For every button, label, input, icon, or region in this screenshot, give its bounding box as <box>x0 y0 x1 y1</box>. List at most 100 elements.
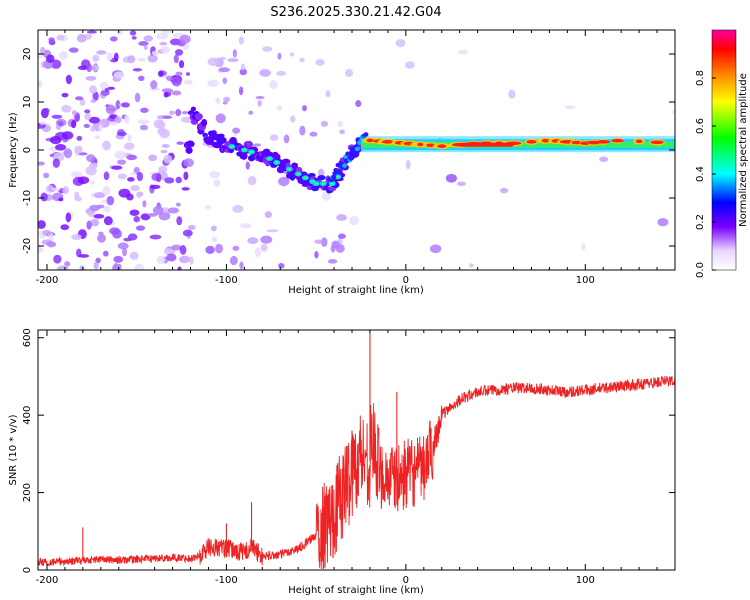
noise-blob <box>270 134 279 141</box>
noise-blob <box>70 171 83 178</box>
noise-blob <box>302 105 307 112</box>
spectrogram-xlabel: Height of straight line (km) <box>288 285 424 296</box>
noise-blob <box>96 50 107 55</box>
noise-blob <box>156 172 162 183</box>
ridge-blob <box>337 169 343 174</box>
ridge-blob <box>185 140 195 148</box>
noise-blob <box>187 224 196 231</box>
noise-blob <box>211 236 217 243</box>
ridge-blob <box>345 151 351 156</box>
noise-blob <box>139 124 149 131</box>
noise-blob <box>136 171 144 182</box>
noise-blob <box>78 254 90 258</box>
colorbar-tick-label: 0.4 <box>695 166 706 182</box>
noise-blob <box>62 186 70 195</box>
noise-blob <box>130 185 140 192</box>
noise-blob <box>143 45 148 51</box>
noise-blob <box>39 121 47 125</box>
noise-blob <box>42 107 50 114</box>
chart-title: S236.2025.330.21.42.G04 <box>270 5 441 20</box>
noise-blob <box>112 229 122 239</box>
noise-blob <box>49 135 62 145</box>
noise-blob <box>102 140 111 151</box>
noise-blob <box>71 119 77 129</box>
ridge-core <box>330 182 335 185</box>
noise-blob <box>232 245 240 251</box>
noise-blob <box>102 199 107 204</box>
noise-blob <box>74 145 83 154</box>
ridge-blob <box>210 130 217 136</box>
noise-blob <box>113 52 119 62</box>
noise-blob <box>59 50 68 60</box>
noise-blob <box>58 197 64 202</box>
noise-blob <box>142 200 147 208</box>
noise-blob <box>205 204 211 210</box>
spectrogram-ytick-label: 0 <box>22 147 33 153</box>
noise-blob <box>117 242 129 250</box>
noise-blob <box>122 247 128 257</box>
noise-blob <box>266 229 279 233</box>
ridge-core <box>296 172 300 176</box>
noise-blob <box>210 225 217 232</box>
noise-blob <box>86 220 92 230</box>
noise-blob <box>315 59 325 66</box>
snr-ytick-label: 0 <box>22 567 33 573</box>
noise-blob <box>38 80 43 88</box>
noise-blob <box>336 214 347 221</box>
spectrogram-xtick-label: 100 <box>576 275 595 286</box>
noise-blob <box>40 192 48 202</box>
noise-blob <box>259 69 271 77</box>
noise-blob <box>445 173 457 183</box>
noise-blob <box>102 185 111 195</box>
spectrogram-ytick-label: -20 <box>22 238 33 254</box>
spectrogram-ytick-label: 20 <box>22 48 33 61</box>
noise-blob <box>38 246 44 254</box>
noise-blob <box>232 49 237 58</box>
noise-blob <box>109 36 118 42</box>
noise-blob <box>290 115 296 123</box>
spectrogram-ytick-label: -10 <box>22 190 33 206</box>
ridge-blob <box>220 137 227 144</box>
band-hotspot <box>650 140 664 145</box>
noise-blob <box>45 184 55 193</box>
noise-blob <box>247 175 257 186</box>
noise-blob <box>76 135 83 141</box>
noise-blob <box>135 225 146 231</box>
noise-blob <box>157 128 168 136</box>
noise-blob <box>283 134 290 144</box>
noise-blob <box>152 205 164 215</box>
snr-xtick-label: 0 <box>403 575 409 586</box>
noise-blob <box>499 187 509 194</box>
noise-blob <box>205 245 215 254</box>
noise-blob <box>162 115 173 119</box>
ridge-blob <box>245 140 254 148</box>
noise-blob <box>54 143 67 151</box>
noise-blob <box>222 77 228 84</box>
noise-blob <box>166 75 173 82</box>
noise-blob <box>175 109 182 117</box>
noise-blob <box>43 172 50 179</box>
noise-blob <box>86 63 92 73</box>
noise-blob <box>309 131 318 137</box>
snr-ytick-label: 400 <box>22 406 33 425</box>
noise-blob <box>171 76 182 87</box>
noise-blob <box>207 79 219 87</box>
noise-blob <box>232 127 241 134</box>
noise-blob <box>129 251 139 260</box>
noise-blob <box>83 123 90 129</box>
colorbar: 0.0 0.2 0.4 0.6 0.8 Normalized spectral ampl… <box>695 29 749 278</box>
noise-blob <box>207 57 220 67</box>
noise-blob <box>277 52 282 60</box>
noise-blob <box>181 111 189 115</box>
ridge-blob <box>317 175 326 181</box>
band-hotspot <box>571 140 582 145</box>
noise-blob <box>239 223 252 229</box>
snr-ytick-label: 200 <box>22 483 33 502</box>
noise-blob <box>163 91 169 98</box>
noise-blob <box>175 71 183 77</box>
noise-blob <box>86 30 97 34</box>
noise-blob <box>176 141 184 145</box>
noise-blob <box>255 95 265 100</box>
noise-blob <box>74 96 84 101</box>
noise-blob <box>149 184 161 190</box>
